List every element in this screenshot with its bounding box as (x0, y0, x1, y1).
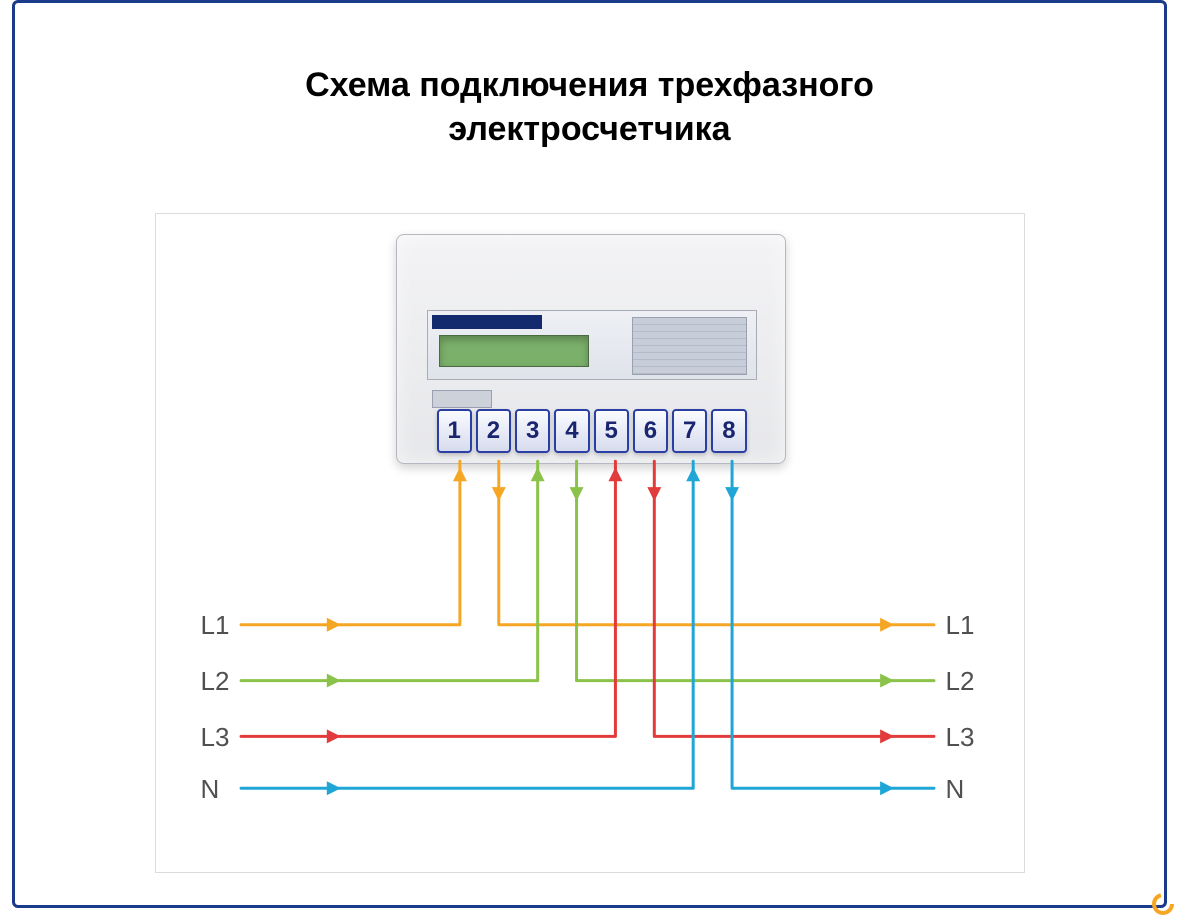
line-label-n: N (946, 774, 965, 805)
line-label-l2: L2 (946, 666, 975, 697)
corner-badge-icon (1149, 890, 1175, 916)
line-label-l1: L1 (946, 610, 975, 641)
title-line-2: электросчетчика (448, 110, 730, 148)
line-label-l3: L3 (946, 722, 975, 753)
diagram-stage: 12345678 L1L1L2L2L3L3NN (155, 213, 1025, 873)
title-line-1: Схема подключения трехфазного (305, 66, 874, 104)
outer-frame: Схема подключения трехфазного электросче… (12, 0, 1167, 908)
line-label-l2: L2 (201, 666, 230, 697)
line-label-l3: L3 (201, 722, 230, 753)
line-label-n: N (201, 774, 220, 805)
line-label-l1: L1 (201, 610, 230, 641)
wiring-layer (156, 214, 1024, 872)
page-title: Схема подключения трехфазного электросче… (15, 3, 1164, 151)
